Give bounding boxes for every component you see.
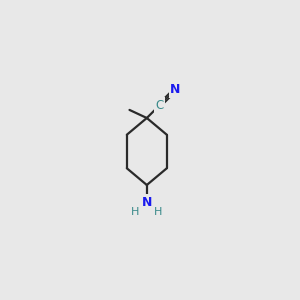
Text: H: H bbox=[131, 207, 140, 217]
Text: N: N bbox=[170, 83, 180, 96]
Text: C: C bbox=[155, 99, 164, 112]
Text: H: H bbox=[154, 207, 163, 217]
Text: N: N bbox=[142, 196, 152, 209]
